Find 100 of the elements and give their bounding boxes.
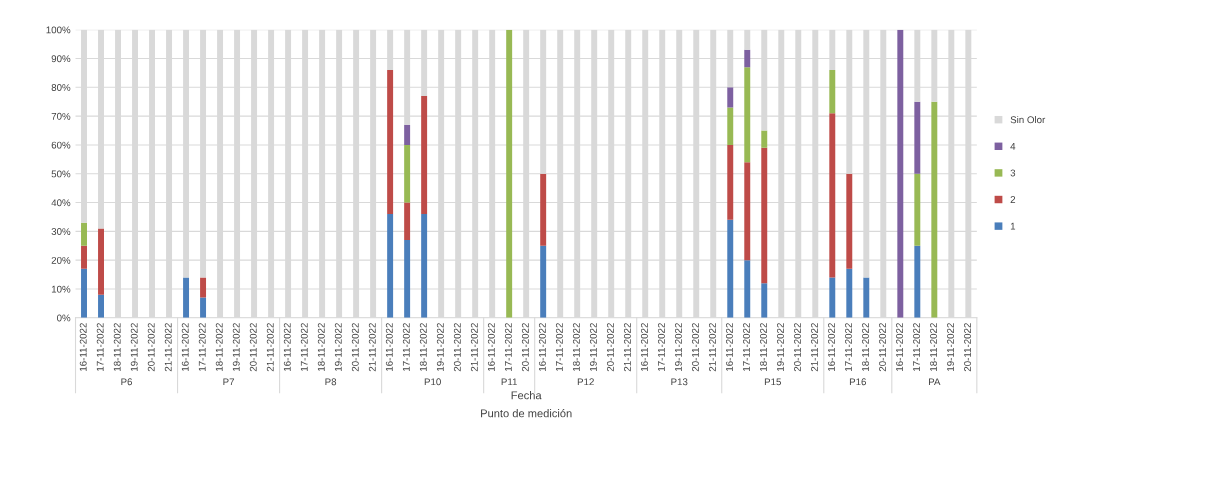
bar [829,113,836,278]
x-tick-label: 17-11-2022 [742,323,750,371]
x-tick-label: 21-11-2022 [368,323,376,372]
bar [744,260,751,318]
legend-label: 3 [1010,169,1016,177]
bar [81,268,87,318]
y-tick-label: 70% [51,112,71,120]
bar [183,277,190,318]
y-tick-label: 60% [51,141,71,149]
bar [727,219,734,318]
bar [387,70,394,215]
x-tick-label: 17-11-2022 [402,323,410,371]
bar [387,214,394,318]
x-tick-label: 16-11-2022 [640,323,648,371]
x-tick-label: 20-11-2022 [249,323,257,372]
x-tick-label: 21-11-2022 [708,323,716,372]
x-tick-label: 17-11-2022 [913,323,920,371]
x-tick-label: 17-11-2022 [198,323,206,371]
bar [727,87,734,108]
legend-label: 2 [1010,196,1016,203]
x-tick-label: 20-11-2022 [351,323,359,372]
text: P7 [223,378,235,386]
x-tick-label: 18-11-2022 [215,323,223,371]
x-tick-label: 17-11-2022 [845,323,852,371]
text: P12 [577,378,594,386]
x-tick-label: 19-11-2022 [947,323,954,371]
bar [540,245,547,318]
bar [540,173,547,246]
x-tick-label: 19-11-2022 [589,323,597,371]
x-tick-label: 16-11-2022 [487,323,495,371]
x-tick-label: 18-11-2022 [572,323,580,371]
x-tick-label: 16-11-2022 [385,323,393,371]
bar [98,294,104,318]
bar [931,101,938,318]
text: P11 [501,378,517,386]
bar [914,173,921,246]
bar [421,214,428,318]
legend-label: 4 [1010,142,1016,150]
text: P15 [764,378,782,386]
x-tick-label: 16-11-2022 [725,323,733,371]
bar [506,29,513,318]
x-tick-label: 18-11-2022 [113,323,121,371]
x-tick-label: 20-11-2022 [606,323,614,372]
bar [81,245,87,269]
y-tick-label: 90% [51,55,71,63]
x-tick-label: 19-11-2022 [334,323,342,371]
bar [846,268,853,318]
x-tick-label: 16-11-2022 [79,323,87,371]
x-tick-label: 21-11-2022 [623,323,631,372]
bar [727,144,734,220]
x-tick-label: 19-11-2022 [436,323,444,371]
x-tick-label: 20-11-2022 [147,323,155,372]
x-tick-label: 20-11-2022 [879,323,886,372]
x-tick-label: 17-11-2022 [657,323,665,371]
bar [81,222,87,246]
bar [404,144,411,203]
bar [761,130,768,148]
x-axis-title: Fecha [511,391,542,400]
x-tick-label: 16-11-2022 [181,323,189,371]
x-tick-label: 17-11-2022 [300,323,308,371]
x-tick-label: 19-11-2022 [232,323,240,371]
legend-label: Sin Olor [1010,116,1046,124]
x-tick-label: 19-11-2022 [776,323,784,371]
bar [846,173,853,269]
bar [914,101,921,174]
bar [200,297,207,318]
bar [744,49,751,68]
bar [829,70,836,114]
x-tick-label: 16-11-2022 [283,323,291,371]
bar [744,162,751,261]
text: P8 [325,378,337,386]
x-tick-label: 20-11-2022 [691,323,699,372]
bar [761,147,768,284]
bar [404,124,411,145]
x-tick-label: 21-11-2022 [266,323,274,372]
x-tick-label: 18-11-2022 [930,323,937,371]
bar [727,107,734,145]
bar [897,29,904,318]
y-tick-label: 20% [51,256,71,264]
bar [744,29,751,50]
legend-label: 1 [1010,222,1016,230]
bar [404,240,411,318]
y-tick-label: 100% [46,26,71,34]
text: Punto de medición [481,408,572,418]
x-tick-label: 19-11-2022 [130,323,138,371]
bar [829,277,836,318]
x-tick-label: 17-11-2022 [504,323,512,371]
bar [404,202,411,241]
text: PA [928,378,941,386]
x-tick-label: 17-11-2022 [555,323,563,371]
bar [200,277,207,298]
x-tick-label: 19-11-2022 [674,323,682,371]
text: P6 [121,378,133,386]
x-tick-label: 17-11-2022 [96,323,104,371]
x-tick-label: 18-11-2022 [759,323,767,371]
y-tick-label: 0% [56,314,71,322]
x-tick-label: 18-11-2022 [862,323,869,371]
x-tick-label: 21-11-2022 [811,323,818,372]
x-tick-label: 21-11-2022 [164,323,172,372]
bar [863,277,870,318]
